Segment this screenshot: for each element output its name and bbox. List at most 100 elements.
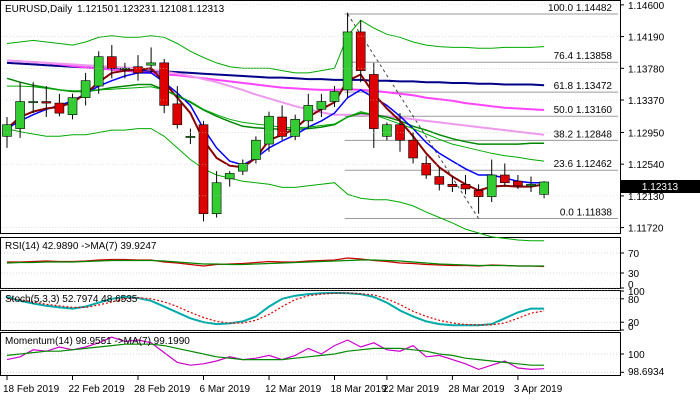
bear-candle [107,45,117,79]
fib-trendline [347,13,480,219]
candle-body [107,56,117,69]
fib-level-label: 61.8 1.13472 [554,81,613,92]
candle-body [185,136,196,138]
price-indicator-line [6,19,545,74]
candle-body [421,163,432,176]
ohlc-close: 1.12313 [188,4,225,15]
last-price-box [621,180,700,193]
indicator-tick-label: 30 [628,269,640,280]
candle-body [146,62,156,66]
bull-candle [264,111,274,152]
stoch-header: Stoch(5,3,3) 52.7974 48.6535 [5,294,138,305]
candle-body [133,66,143,74]
rsi-panel[interactable] [0,237,621,289]
indicator-tick-label: 0 [628,280,634,291]
indicator-tick-label: 80 [628,295,640,306]
bull-candle [539,181,549,199]
price-panel[interactable] [0,0,621,234]
bear-candle [460,175,471,195]
candle-body [277,116,287,137]
candle-body [211,182,222,214]
candle-body [382,124,392,137]
x-tick-label: 28 Mar 2019 [448,384,505,395]
candle-body [473,190,484,197]
bear-candle [133,55,143,81]
last-price-marker: 1.12313 [621,180,700,193]
x-tick-label: 22 Mar 2019 [383,384,440,395]
bull-candle [486,159,497,203]
indicator-tick-label: 98.6934 [628,367,665,378]
momentum-header: Momentum(14) 98.9551 ->MA(7) 99.1990 [5,336,190,347]
fib-level-label: 23.6 1.12462 [554,159,613,170]
bear-candle [368,62,379,148]
candle-body [238,163,248,172]
bear-candle [54,93,65,117]
bear-candle [172,86,183,129]
candle-body [460,183,471,190]
price-tick-label: 1.12950 [628,128,665,139]
bull-candle [526,176,536,193]
bull-candle [185,128,196,145]
fib-level-label: 0.0 1.11838 [560,207,613,218]
bear-candle [434,167,445,191]
candle-body [224,173,235,180]
bear-candle [473,184,484,214]
candle-body [159,62,169,106]
candle-body [80,80,91,98]
price-indicator-line [6,72,545,184]
candle-body [93,56,104,87]
bull-candle [93,51,104,94]
candle-body [264,115,274,145]
candle-body [303,105,314,122]
panel-frames [0,0,621,376]
price-indicator-line [7,85,545,162]
indicator-series-line [6,291,545,327]
candle-body [2,124,12,137]
stoch-panel[interactable] [0,290,621,331]
indicator-tick-label: 100 [628,287,645,298]
candle-body [526,183,536,187]
bear-candle [198,120,209,222]
indicator-tick-label: 20 [628,318,640,329]
bear-candle [447,176,458,193]
price-header: EURUSD,Daily 1.12150 1.12323 1.12108 1.1… [5,4,225,15]
candle-body [408,139,418,159]
bull-candle [15,82,25,138]
candle-body [54,102,65,114]
bull-candle [211,171,222,218]
bull-candle [67,93,78,120]
bear-candle [421,155,432,179]
bear-candle [513,175,523,189]
bull-candle [342,12,353,98]
candle-body [251,139,261,160]
bull-candle [251,136,261,164]
bull-candle [290,114,301,141]
indicator-series-line [7,257,545,268]
last-price-label: 1.12313 [642,182,679,193]
bear-candle [159,59,169,114]
bull-candle [28,82,39,114]
candle-body [67,97,78,115]
bear-candle [277,105,287,141]
bear-candle [41,86,52,117]
candle-body [198,124,209,214]
price-tick-label: 1.12540 [628,160,665,171]
price-tick-label: 1.13780 [628,64,665,75]
x-tick-label: 6 Mar 2019 [200,384,251,395]
bull-candle [303,93,314,129]
candle-body [342,31,353,91]
indicator-series-line [6,343,545,366]
x-tick-label: 18 Feb 2019 [3,384,60,395]
candle-body [434,176,445,185]
price-indicator-line [6,128,545,242]
candle-body [499,174,510,184]
fib-level-label: 100.0 1.14482 [548,3,612,14]
x-tick-label: 22 Feb 2019 [69,384,126,395]
bull-candle [238,159,248,175]
x-tick-label: 12 Mar 2019 [265,384,322,395]
indicator-series-line [6,292,545,326]
candle-body [486,174,497,197]
x-tick-label: 3 Apr 2019 [514,384,563,395]
indicator-series-line [6,336,545,371]
